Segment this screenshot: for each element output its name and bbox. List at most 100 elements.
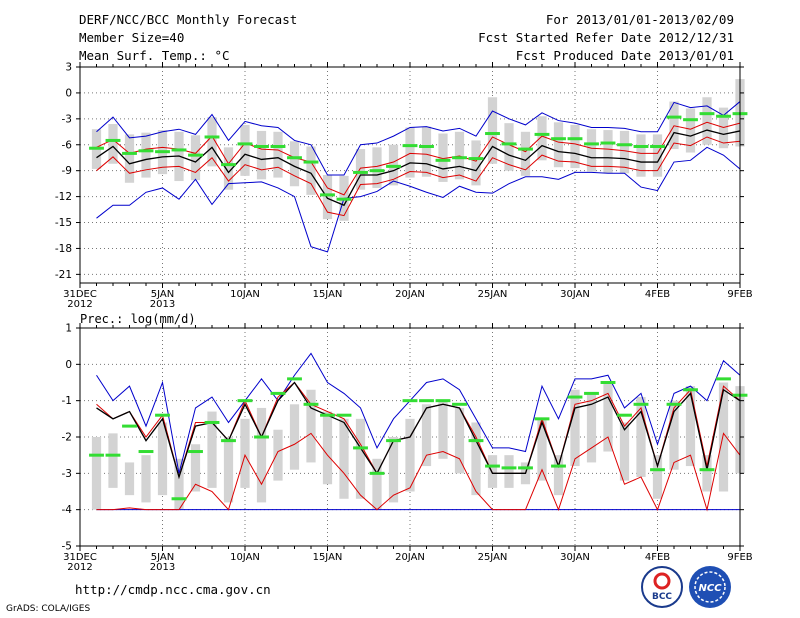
member-mean-marker <box>683 118 698 122</box>
member-mean-marker <box>419 399 434 403</box>
member-mean-marker <box>716 377 731 381</box>
y-tick-label: -3 <box>62 113 72 125</box>
ensemble-mean-line <box>96 129 741 207</box>
member-size-label: Member Size=40 <box>79 30 185 45</box>
y-tick-label: -2 <box>62 432 72 444</box>
member-mean-marker <box>452 156 467 160</box>
spread-box <box>537 116 547 161</box>
spread-box <box>174 458 184 510</box>
spread-box <box>537 418 547 481</box>
member-mean-marker <box>386 164 401 168</box>
x-tick-label: 15JAN <box>313 552 343 563</box>
member-mean-marker <box>155 150 170 154</box>
y-tick-label: -1 <box>62 395 72 407</box>
member-mean-marker <box>221 163 236 167</box>
spread-box <box>306 146 316 195</box>
spread-box <box>190 135 201 181</box>
member-mean-marker <box>518 466 533 470</box>
spread-box <box>487 455 498 488</box>
member-mean-marker <box>485 132 500 136</box>
member-mean-marker <box>171 497 187 501</box>
ncc-logo-ring <box>694 571 726 603</box>
y-tick-label: -21 <box>55 269 72 281</box>
member-mean-marker <box>683 388 698 392</box>
spread-box <box>372 458 382 510</box>
spread-box <box>372 147 382 188</box>
bcc-logo: BCC <box>641 566 683 608</box>
y-tick-label: -18 <box>55 243 72 255</box>
spread-box <box>322 175 333 220</box>
member-mean-marker <box>320 193 335 197</box>
spread-box <box>570 389 580 467</box>
spread-box <box>603 382 613 452</box>
spread-box <box>273 429 283 481</box>
member-mean-marker <box>633 402 649 406</box>
spread-box <box>355 149 366 190</box>
spread-box <box>652 455 663 499</box>
member-mean-marker <box>303 402 319 406</box>
member-mean-marker <box>534 132 550 136</box>
member-mean-marker <box>666 402 682 406</box>
spread-box <box>190 444 201 492</box>
spread-box <box>141 455 151 503</box>
spread-box <box>355 418 366 499</box>
bcc-logo-text: BCC <box>652 592 672 602</box>
spread-box <box>405 418 415 492</box>
member-mean-marker <box>237 399 253 403</box>
member-mean-marker <box>650 144 665 148</box>
member-mean-marker <box>600 381 616 384</box>
spread-box <box>240 124 250 176</box>
y-tick-label: -15 <box>55 217 72 229</box>
member-mean-marker <box>386 439 401 443</box>
y-tick-label: -6 <box>62 139 73 151</box>
spread-box <box>207 117 217 167</box>
spread-box <box>223 437 234 503</box>
member-mean-marker <box>237 142 253 146</box>
spread-box <box>223 147 234 190</box>
member-mean-marker <box>188 153 203 157</box>
spread-box <box>240 418 250 488</box>
spread-box <box>421 404 432 467</box>
spread-box <box>256 407 267 503</box>
member-mean-marker <box>105 453 121 457</box>
y-tick-label: -5 <box>62 541 72 553</box>
x-tick-label: 10JAN <box>230 289 260 300</box>
member-mean-marker <box>666 115 682 119</box>
x-tick-label: 9FEB <box>727 289 752 300</box>
member-mean-marker <box>171 148 187 152</box>
x-tick-label: 25JAN <box>478 289 508 300</box>
spread-box <box>273 131 283 178</box>
fcst-started-label: Fcst Started Refer Date 2012/12/31 <box>478 30 734 45</box>
member-mean-marker <box>435 158 451 162</box>
spread-box <box>405 127 415 178</box>
spread-box <box>438 133 448 182</box>
spread-box <box>504 123 514 171</box>
member-mean-marker <box>501 466 517 470</box>
precip-label: Prec.: log(mm/d) <box>80 312 196 326</box>
member-mean-marker <box>501 142 517 146</box>
member-mean-marker <box>468 157 484 161</box>
upper-quartile-line <box>96 121 741 196</box>
member-mean-marker <box>122 424 137 428</box>
member-mean-marker <box>617 413 632 417</box>
member-mean-marker <box>551 464 566 468</box>
member-mean-marker <box>584 142 599 146</box>
x-tick-label: 9FEB <box>727 552 752 563</box>
spread-box <box>157 422 168 496</box>
member-mean-marker <box>633 144 649 148</box>
x-tick-label: 4FEB <box>645 289 670 300</box>
spread-box <box>322 411 333 485</box>
member-mean-marker <box>468 439 484 443</box>
member-mean-marker <box>518 147 533 151</box>
member-mean-marker <box>254 144 269 148</box>
x-tick-sublabel: 2012 <box>67 299 92 310</box>
member-mean-marker <box>584 391 599 395</box>
member-mean-marker <box>287 377 302 381</box>
lower-quartile-line <box>96 432 741 512</box>
member-mean-marker <box>551 137 566 141</box>
website-url[interactable]: http://cmdp.ncc.cma.gov.cn <box>75 582 271 597</box>
member-mean-marker <box>617 143 632 147</box>
y-tick-label: -12 <box>55 191 72 203</box>
x-tick-label: 30JAN <box>560 552 590 563</box>
